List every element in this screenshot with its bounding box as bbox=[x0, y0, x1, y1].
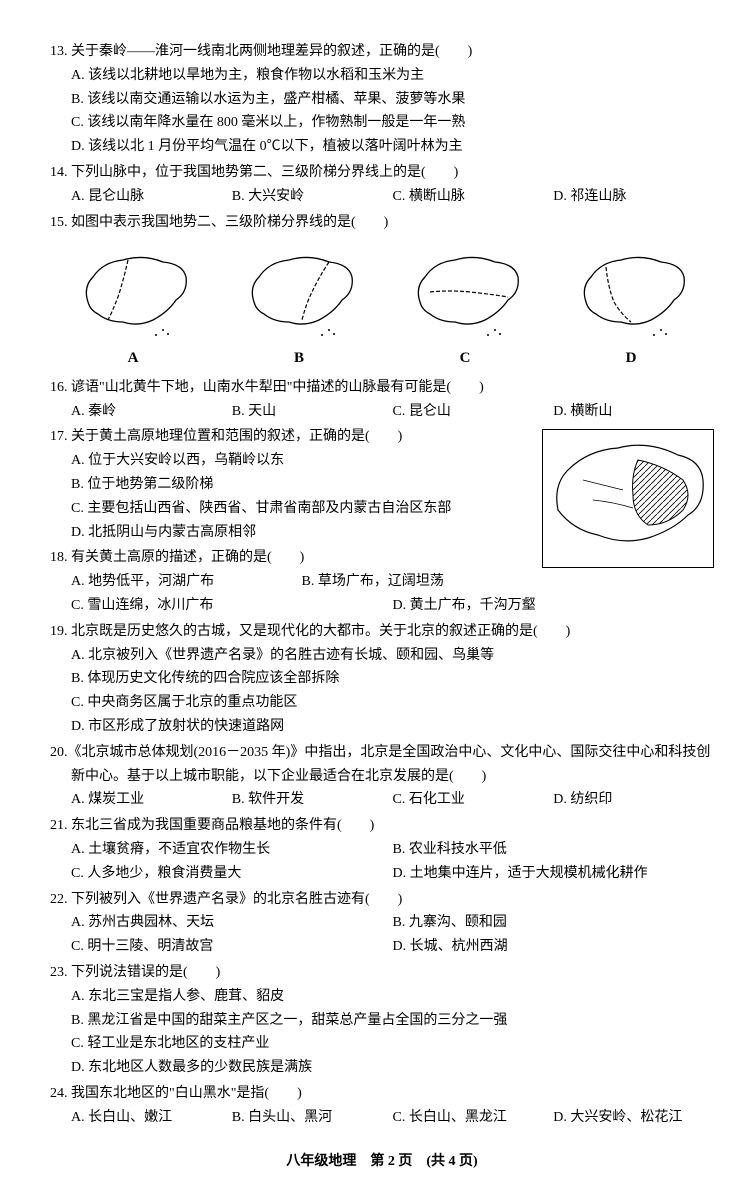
q22-opt-c: C. 明十三陵、明清故宫 bbox=[71, 935, 393, 959]
question-13: 13. 关于秦岭——淮河一线南北两侧地理差异的叙述，正确的是( ) A. 该线以… bbox=[50, 40, 714, 159]
q22-opt-b: B. 九寨沟、颐和园 bbox=[393, 911, 715, 935]
loess-plateau-map bbox=[542, 429, 714, 568]
q22-opt-d: D. 长城、杭州西湖 bbox=[393, 935, 715, 959]
map-b-label: B bbox=[216, 346, 382, 372]
q20-opt-d: D. 纺织印 bbox=[553, 788, 714, 812]
q19-stem: 19. 北京既是历史悠久的古城，又是现代化的大都市。关于北京的叙述正确的是( ) bbox=[50, 620, 714, 644]
q24-opt-c: C. 长白山、黑龙江 bbox=[393, 1106, 554, 1130]
q18-opt-c: C. 雪山连绵，冰川广布 bbox=[71, 594, 393, 618]
q14-stem: 14. 下列山脉中，位于我国地势第二、三级阶梯分界线上的是( ) bbox=[50, 161, 714, 185]
question-15: 15. 如图中表示我国地势二、三级阶梯分界线的是( ) A B bbox=[50, 211, 714, 372]
q14-opt-c: C. 横断山脉 bbox=[393, 185, 554, 209]
q16-stem: 16. 谚语"山北黄牛下地，山南水牛犁田"中描述的山脉最有可能是( ) bbox=[50, 376, 714, 400]
question-21: 21. 东北三省成为我国重要商品粮基地的条件有( ) A. 土壤贫瘠，不适宜农作… bbox=[50, 814, 714, 885]
q14-opt-b: B. 大兴安岭 bbox=[232, 185, 393, 209]
q16-opt-b: B. 天山 bbox=[232, 400, 393, 424]
china-outline-icon bbox=[566, 242, 696, 342]
q24-opt-b: B. 白头山、黑河 bbox=[232, 1106, 393, 1130]
q21-opt-d: D. 土地集中连片，适于大规模机械化耕作 bbox=[393, 862, 715, 886]
question-20: 20.《北京城市总体规划(2016－2035 年)》中指出，北京是全国政治中心、… bbox=[50, 741, 714, 812]
question-23: 23. 下列说法错误的是( ) A. 东北三宝是指人参、鹿茸、貂皮 B. 黑龙江… bbox=[50, 961, 714, 1080]
q22-opt-a: A. 苏州古典园林、天坛 bbox=[71, 911, 393, 935]
q16-opt-d: D. 横断山 bbox=[553, 400, 714, 424]
q18-opt-d: D. 黄土广布，千沟万壑 bbox=[393, 594, 715, 618]
question-14: 14. 下列山脉中，位于我国地势第二、三级阶梯分界线上的是( ) A. 昆仑山脉… bbox=[50, 161, 714, 209]
question-16: 16. 谚语"山北黄牛下地，山南水牛犁田"中描述的山脉最有可能是( ) A. 秦… bbox=[50, 376, 714, 424]
q13-opt-b: B. 该线以南交通运输以水运为主，盛产柑橘、苹果、菠萝等水果 bbox=[50, 88, 714, 112]
q14-opt-a: A. 昆仑山脉 bbox=[71, 185, 232, 209]
q23-opt-a: A. 东北三宝是指人参、鹿茸、貂皮 bbox=[50, 985, 714, 1009]
q23-opt-b: B. 黑龙江省是中国的甜菜主产区之一，甜菜总产量占全国的三分之一强 bbox=[50, 1009, 714, 1033]
q19-opt-a: A. 北京被列入《世界遗产名录》的名胜古迹有长城、颐和园、鸟巢等 bbox=[50, 644, 714, 668]
map-d-label: D bbox=[548, 346, 714, 372]
q13-opt-a: A. 该线以北耕地以旱地为主，粮食作物以水稻和玉米为主 bbox=[50, 64, 714, 88]
q16-opt-a: A. 秦岭 bbox=[71, 400, 232, 424]
q19-opt-d: D. 市区形成了放射状的快速道路网 bbox=[50, 715, 714, 739]
q18-opt-b: B. 草场广布，辽阔坦荡 bbox=[302, 570, 533, 594]
q15-stem: 15. 如图中表示我国地势二、三级阶梯分界线的是( ) bbox=[50, 211, 714, 235]
q23-stem: 23. 下列说法错误的是( ) bbox=[50, 961, 714, 985]
q19-opt-b: B. 体现历史文化传统的四合院应该全部拆除 bbox=[50, 667, 714, 691]
question-22: 22. 下列被列入《世界遗产名录》的北京名胜古迹有( ) A. 苏州古典园林、天… bbox=[50, 888, 714, 959]
q13-stem: 13. 关于秦岭——淮河一线南北两侧地理差异的叙述，正确的是( ) bbox=[50, 40, 714, 64]
page-footer: 八年级地理 第 2 页 (共 4 页) bbox=[50, 1150, 714, 1174]
region-map-icon bbox=[543, 430, 711, 558]
q24-stem: 24. 我国东北地区的"白山黑水"是指( ) bbox=[50, 1082, 714, 1106]
q21-opt-b: B. 农业科技水平低 bbox=[393, 838, 715, 862]
q23-opt-d: D. 东北地区人数最多的少数民族是满族 bbox=[50, 1056, 714, 1080]
q20-stem: 20.《北京城市总体规划(2016－2035 年)》中指出，北京是全国政治中心、… bbox=[50, 741, 714, 789]
q20-opt-c: C. 石化工业 bbox=[393, 788, 554, 812]
map-option-a: A bbox=[50, 242, 216, 372]
map-c-label: C bbox=[382, 346, 548, 372]
map-a-label: A bbox=[50, 346, 216, 372]
q21-opt-c: C. 人多地少，粮食消费量大 bbox=[71, 862, 393, 886]
china-outline-icon bbox=[68, 242, 198, 342]
q16-opt-c: C. 昆仑山 bbox=[393, 400, 554, 424]
question-24: 24. 我国东北地区的"白山黑水"是指( ) A. 长白山、嫩江 B. 白头山、… bbox=[50, 1082, 714, 1130]
question-19: 19. 北京既是历史悠久的古城，又是现代化的大都市。关于北京的叙述正确的是( )… bbox=[50, 620, 714, 739]
q20-opt-b: B. 软件开发 bbox=[232, 788, 393, 812]
q13-opt-d: D. 该线以北 1 月份平均气温在 0℃以下，植被以落叶阔叶林为主 bbox=[50, 135, 714, 159]
q20-opt-a: A. 煤炭工业 bbox=[71, 788, 232, 812]
map-option-b: B bbox=[216, 242, 382, 372]
q14-opt-d: D. 祁连山脉 bbox=[553, 185, 714, 209]
map-option-c: C bbox=[382, 242, 548, 372]
q18-opt-a: A. 地势低平，河湖广布 bbox=[71, 570, 302, 594]
q24-opt-a: A. 长白山、嫩江 bbox=[71, 1106, 232, 1130]
q13-opt-c: C. 该线以南年降水量在 800 毫米以上，作物熟制一般是一年一熟 bbox=[50, 111, 714, 135]
q22-stem: 22. 下列被列入《世界遗产名录》的北京名胜古迹有( ) bbox=[50, 888, 714, 912]
q21-opt-a: A. 土壤贫瘠，不适宜农作物生长 bbox=[71, 838, 393, 862]
q21-stem: 21. 东北三省成为我国重要商品粮基地的条件有( ) bbox=[50, 814, 714, 838]
q23-opt-c: C. 轻工业是东北地区的支柱产业 bbox=[50, 1032, 714, 1056]
map-option-d: D bbox=[548, 242, 714, 372]
china-outline-icon bbox=[400, 242, 530, 342]
q24-opt-d: D. 大兴安岭、松花江 bbox=[553, 1106, 714, 1130]
q19-opt-c: C. 中央商务区属于北京的重点功能区 bbox=[50, 691, 714, 715]
china-map-options: A B C D bbox=[50, 242, 714, 372]
china-outline-icon bbox=[234, 242, 364, 342]
